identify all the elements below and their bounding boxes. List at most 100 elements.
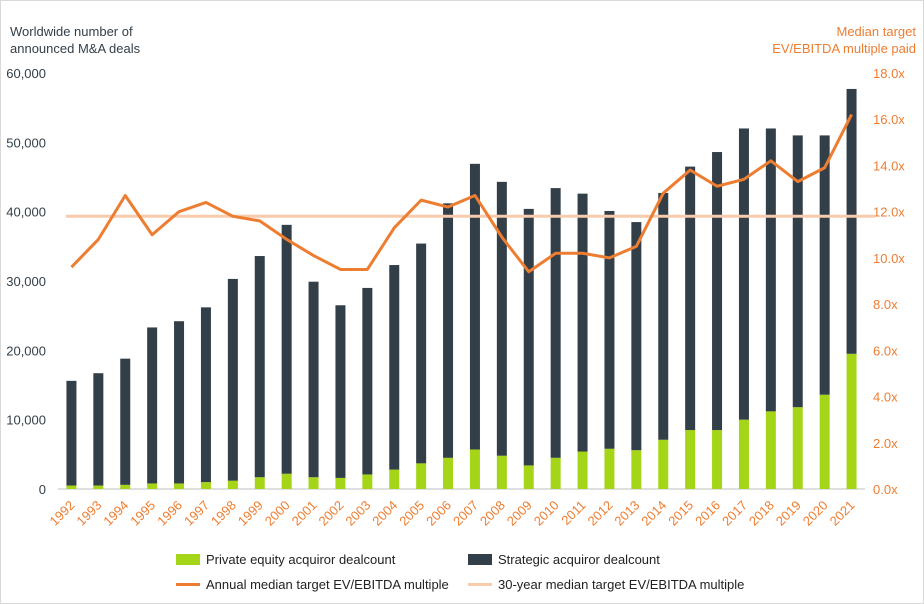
bar-private-equity xyxy=(496,455,507,489)
legend-swatch-30yr-multiple xyxy=(468,583,492,586)
bar-private-equity xyxy=(93,485,104,489)
left-tick-label: 40,000 xyxy=(6,205,46,220)
right-tick-label: 10.0x xyxy=(873,251,905,266)
bar-private-equity xyxy=(335,477,346,489)
legend-item-private-equity: Private equity acquiror dealcount xyxy=(176,552,395,567)
bar-private-equity xyxy=(819,394,830,489)
bar-private-equity xyxy=(631,450,642,489)
right-tick-label: 14.0x xyxy=(873,158,905,173)
category-label: 2012 xyxy=(585,498,616,529)
bar-strategic xyxy=(174,321,185,484)
category-label: 1994 xyxy=(100,498,131,529)
bar-strategic xyxy=(254,256,265,478)
category-label: 2007 xyxy=(450,498,481,529)
right-tick-label: 2.0x xyxy=(873,436,898,451)
legend-item-strategic: Strategic acquiror dealcount xyxy=(468,552,660,567)
right-tick-label: 12.0x xyxy=(873,205,905,220)
category-label: 2006 xyxy=(423,498,454,529)
bar-strategic xyxy=(362,287,373,475)
bar-private-equity xyxy=(658,439,669,489)
right-tick-label: 8.0x xyxy=(873,297,898,312)
bar-strategic xyxy=(120,358,131,485)
bar-strategic xyxy=(147,327,158,484)
bar-strategic xyxy=(335,305,346,478)
bar-strategic xyxy=(819,135,830,395)
bar-private-equity xyxy=(362,474,373,489)
bar-strategic xyxy=(658,192,669,440)
category-label: 2016 xyxy=(692,498,723,529)
bar-strategic xyxy=(685,166,696,431)
bar-private-equity xyxy=(66,485,77,489)
legend-swatch-private-equity xyxy=(176,554,200,565)
bar-strategic xyxy=(227,278,238,481)
bar-strategic xyxy=(523,208,534,466)
category-label: 2021 xyxy=(827,498,858,529)
left-tick-label: 50,000 xyxy=(6,135,46,150)
bar-private-equity xyxy=(254,477,265,489)
bar-private-equity xyxy=(120,484,131,489)
bar-private-equity xyxy=(550,457,561,489)
legend-item-annual-multiple: Annual median target EV/EBITDA multiple xyxy=(176,577,449,592)
bar-private-equity xyxy=(792,407,803,489)
category-label: 2008 xyxy=(477,498,508,529)
category-label: 1993 xyxy=(73,498,104,529)
bar-private-equity xyxy=(416,463,427,489)
category-label: 1995 xyxy=(127,498,158,529)
category-label: 2015 xyxy=(665,498,696,529)
bar-strategic xyxy=(712,152,723,431)
bar-strategic xyxy=(792,135,803,408)
left-tick-label: 60,000 xyxy=(6,66,46,81)
category-label: 2004 xyxy=(369,498,400,529)
bar-strategic xyxy=(200,307,211,483)
bar-strategic xyxy=(443,203,454,458)
series-line-annual-median xyxy=(70,113,853,274)
category-label: 2000 xyxy=(262,498,293,529)
bar-strategic xyxy=(738,128,749,420)
bar-private-equity xyxy=(174,483,185,489)
bar-private-equity xyxy=(685,430,696,489)
left-tick-label: 20,000 xyxy=(6,343,46,358)
category-label: 2013 xyxy=(611,498,642,529)
bar-private-equity xyxy=(200,482,211,489)
bar-private-equity xyxy=(765,411,776,489)
legend-label-30yr-multiple: 30-year median target EV/EBITDA multiple xyxy=(498,577,745,592)
bar-strategic xyxy=(93,373,104,486)
category-label: 2003 xyxy=(342,498,373,529)
bar-private-equity xyxy=(389,469,400,489)
bar-strategic xyxy=(281,224,292,474)
bar-strategic xyxy=(577,193,588,452)
bar-private-equity xyxy=(523,465,534,489)
bar-private-equity xyxy=(712,430,723,489)
right-tick-label: 6.0x xyxy=(873,343,898,358)
category-label: 2014 xyxy=(638,498,669,529)
right-tick-label: 16.0x xyxy=(873,112,905,127)
legend-item-30yr-multiple: 30-year median target EV/EBITDA multiple xyxy=(468,577,744,592)
bar-private-equity xyxy=(738,419,749,489)
left-tick-label: 0 xyxy=(39,482,46,497)
left-tick-label: 10,000 xyxy=(6,413,46,428)
bar-strategic xyxy=(765,128,776,412)
bar-private-equity xyxy=(227,480,238,489)
right-tick-label: 18.0x xyxy=(873,66,905,81)
category-label: 2020 xyxy=(800,498,831,529)
category-label: 2005 xyxy=(396,498,427,529)
bar-strategic xyxy=(308,281,319,478)
category-label: 1997 xyxy=(181,498,212,529)
category-label: 2002 xyxy=(316,498,347,529)
right-axis-title: Median target EV/EBITDA multiple paid xyxy=(772,24,916,56)
bar-strategic xyxy=(416,243,427,464)
bar-strategic xyxy=(846,88,857,354)
category-label: 2019 xyxy=(773,498,804,529)
category-label: 1998 xyxy=(208,498,239,529)
bar-strategic xyxy=(66,380,77,486)
category-label: 1996 xyxy=(154,498,185,529)
left-axis-title: Worldwide number of announced M&A deals xyxy=(10,24,141,56)
bar-private-equity xyxy=(604,448,615,489)
bar-private-equity xyxy=(281,473,292,489)
bar-strategic xyxy=(631,222,642,451)
legend-label-annual-multiple: Annual median target EV/EBITDA multiple xyxy=(206,577,449,592)
bar-strategic xyxy=(389,265,400,470)
category-label: 2018 xyxy=(746,498,777,529)
